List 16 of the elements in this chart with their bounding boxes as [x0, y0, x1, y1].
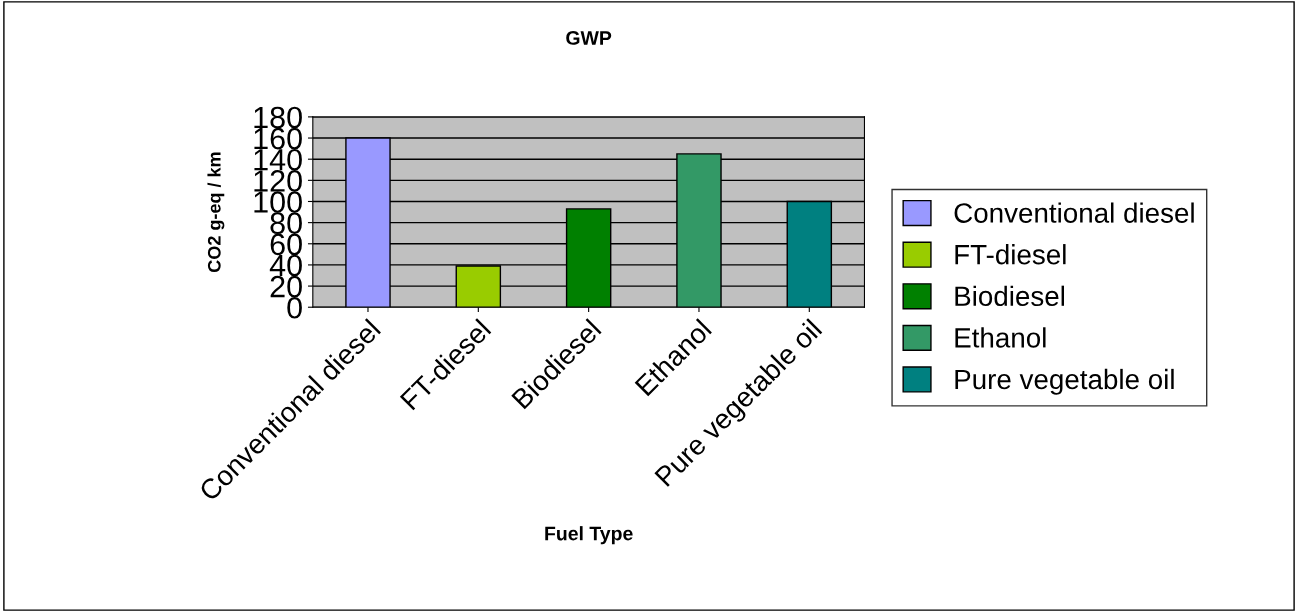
y-tick-label: 180	[254, 106, 302, 129]
legend-label: Biodiesel	[955, 285, 1065, 307]
y-tick-label: 100	[254, 191, 302, 213]
y-tick-label: 80	[270, 212, 302, 234]
y-tick-label: 60	[270, 233, 302, 256]
x-axis-title: Fuel Type	[545, 526, 633, 545]
y-axis-title: CO2 g-eq / km	[207, 152, 225, 273]
y-tick-label: 140	[254, 148, 302, 171]
legend-label: Conventional diesel	[954, 202, 1194, 223]
chart-title: GWP	[566, 31, 612, 45]
legend-label: FT-diesel	[955, 244, 1066, 265]
y-tick-label: 160	[254, 127, 302, 150]
y-tick-label: 120	[254, 170, 302, 192]
y-tick-label: 20	[270, 275, 302, 298]
y-tick-label: 0	[287, 296, 302, 319]
y-tick-label: 40	[269, 254, 302, 277]
